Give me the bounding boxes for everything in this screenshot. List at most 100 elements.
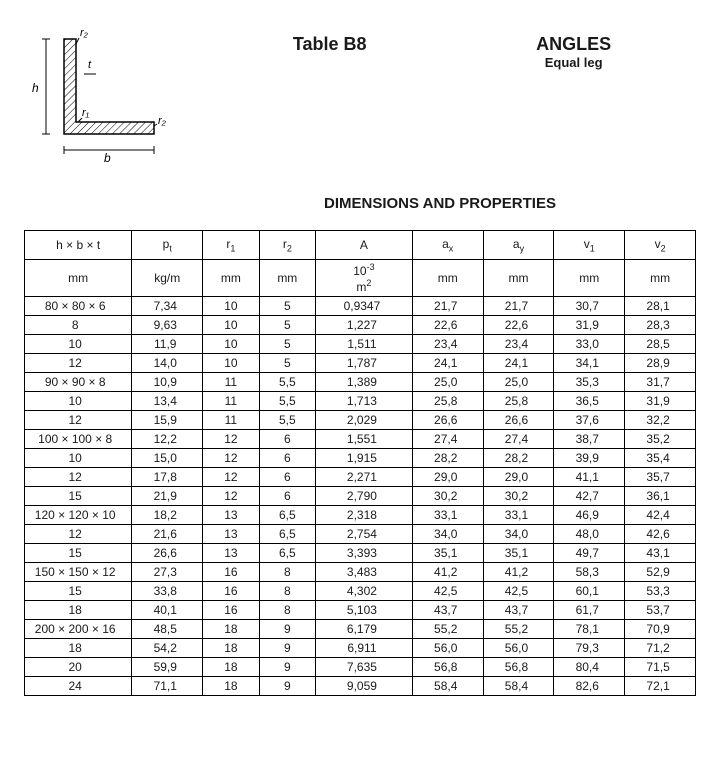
cell-A: 5,103: [316, 601, 413, 620]
cell-ay: 55,2: [483, 620, 554, 639]
cell-p: 26,6: [132, 544, 203, 563]
cell-r1: 11: [203, 373, 259, 392]
cell-section: 10: [25, 335, 132, 354]
cell-v1: 35,3: [554, 373, 625, 392]
cell-v2: 71,2: [625, 639, 696, 658]
cell-A: 2,754: [316, 525, 413, 544]
table-header-symbols: h × b × t pt r1 r2 A ax ay v1 v2: [25, 231, 696, 260]
cell-ax: 55,2: [412, 620, 483, 639]
cell-ax: 25,0: [412, 373, 483, 392]
cell-ay: 28,2: [483, 449, 554, 468]
cell-v2: 53,3: [625, 582, 696, 601]
cell-v1: 42,7: [554, 487, 625, 506]
cell-ax: 23,4: [412, 335, 483, 354]
cell-ax: 30,2: [412, 487, 483, 506]
cell-r1: 16: [203, 601, 259, 620]
cell-v2: 35,2: [625, 430, 696, 449]
cell-ax: 56,0: [412, 639, 483, 658]
cell-v1: 46,9: [554, 506, 625, 525]
headings: Table B8 ANGLES Equal leg: [208, 24, 696, 70]
cell-r2: 9: [259, 639, 315, 658]
cell-ay: 34,0: [483, 525, 554, 544]
col-p-unit: kg/m: [154, 271, 180, 285]
cell-p: 18,2: [132, 506, 203, 525]
cell-r2: 9: [259, 658, 315, 677]
cell-section: 24: [25, 677, 132, 696]
angles-title: ANGLES: [536, 34, 611, 55]
table-row: 1526,6136,53,39335,135,149,743,1: [25, 544, 696, 563]
diagram-label-t: t: [88, 59, 92, 71]
cell-A: 2,318: [316, 506, 413, 525]
cell-r1: 13: [203, 525, 259, 544]
table-label: Table B8: [293, 34, 367, 70]
cell-p: 54,2: [132, 639, 203, 658]
diagram-label-h: h: [32, 81, 39, 95]
cell-v1: 61,7: [554, 601, 625, 620]
cell-section: 12: [25, 468, 132, 487]
col-r2-unit: mm: [277, 271, 297, 285]
cell-r2: 5,5: [259, 411, 315, 430]
cell-r1: 10: [203, 316, 259, 335]
cell-r2: 9: [259, 620, 315, 639]
angle-diagram: h b t r₂ r₁ r₂: [24, 24, 184, 167]
col-A-unit: 10-3m2: [353, 264, 374, 294]
cell-A: 7,635: [316, 658, 413, 677]
cell-section: 15: [25, 487, 132, 506]
table-row: 80 × 80 × 67,341050,934721,721,730,728,1: [25, 297, 696, 316]
cell-section: 10: [25, 392, 132, 411]
cell-p: 21,6: [132, 525, 203, 544]
cell-section: 18: [25, 601, 132, 620]
cell-r1: 13: [203, 506, 259, 525]
cell-v1: 36,5: [554, 392, 625, 411]
cell-r2: 6: [259, 449, 315, 468]
cell-v1: 41,1: [554, 468, 625, 487]
table-row: 150 × 150 × 1227,31683,48341,241,258,352…: [25, 563, 696, 582]
cell-v1: 80,4: [554, 658, 625, 677]
cell-section: 8: [25, 316, 132, 335]
angles-table: h × b × t pt r1 r2 A ax ay v1 v2 mm kg/m…: [24, 230, 696, 696]
cell-r1: 12: [203, 430, 259, 449]
col-ay-unit: mm: [508, 271, 528, 285]
cell-v2: 35,4: [625, 449, 696, 468]
cell-r1: 13: [203, 544, 259, 563]
cell-ay: 22,6: [483, 316, 554, 335]
cell-A: 2,271: [316, 468, 413, 487]
cell-v1: 60,1: [554, 582, 625, 601]
cell-section: 20: [25, 658, 132, 677]
cell-v2: 28,3: [625, 316, 696, 335]
table-row: 2471,11899,05958,458,482,672,1: [25, 677, 696, 696]
cell-A: 1,389: [316, 373, 413, 392]
cell-v1: 33,0: [554, 335, 625, 354]
cell-ax: 27,4: [412, 430, 483, 449]
col-ay-sym: ay: [513, 237, 524, 251]
cell-v2: 71,5: [625, 658, 696, 677]
cell-ax: 42,5: [412, 582, 483, 601]
dimensions-properties-heading: DIMENSIONS AND PROPERTIES: [184, 195, 696, 212]
cell-r2: 5,5: [259, 373, 315, 392]
cell-v1: 31,9: [554, 316, 625, 335]
cell-r1: 11: [203, 392, 259, 411]
cell-ax: 56,8: [412, 658, 483, 677]
cell-ay: 25,8: [483, 392, 554, 411]
cell-p: 11,9: [132, 335, 203, 354]
diagram-label-r2: r₂: [80, 27, 89, 39]
cell-section: 80 × 80 × 6: [25, 297, 132, 316]
cell-v2: 28,5: [625, 335, 696, 354]
cell-ay: 58,4: [483, 677, 554, 696]
cell-ax: 29,0: [412, 468, 483, 487]
table-row: 90 × 90 × 810,9115,51,38925,025,035,331,…: [25, 373, 696, 392]
cell-ay: 56,8: [483, 658, 554, 677]
cell-v1: 37,6: [554, 411, 625, 430]
cell-p: 21,9: [132, 487, 203, 506]
cell-A: 1,787: [316, 354, 413, 373]
cell-ay: 56,0: [483, 639, 554, 658]
cell-r1: 12: [203, 487, 259, 506]
cell-section: 200 × 200 × 16: [25, 620, 132, 639]
cell-p: 15,9: [132, 411, 203, 430]
cell-p: 48,5: [132, 620, 203, 639]
cell-section: 15: [25, 544, 132, 563]
cell-v2: 53,7: [625, 601, 696, 620]
cell-v2: 36,1: [625, 487, 696, 506]
cell-section: 90 × 90 × 8: [25, 373, 132, 392]
cell-p: 33,8: [132, 582, 203, 601]
